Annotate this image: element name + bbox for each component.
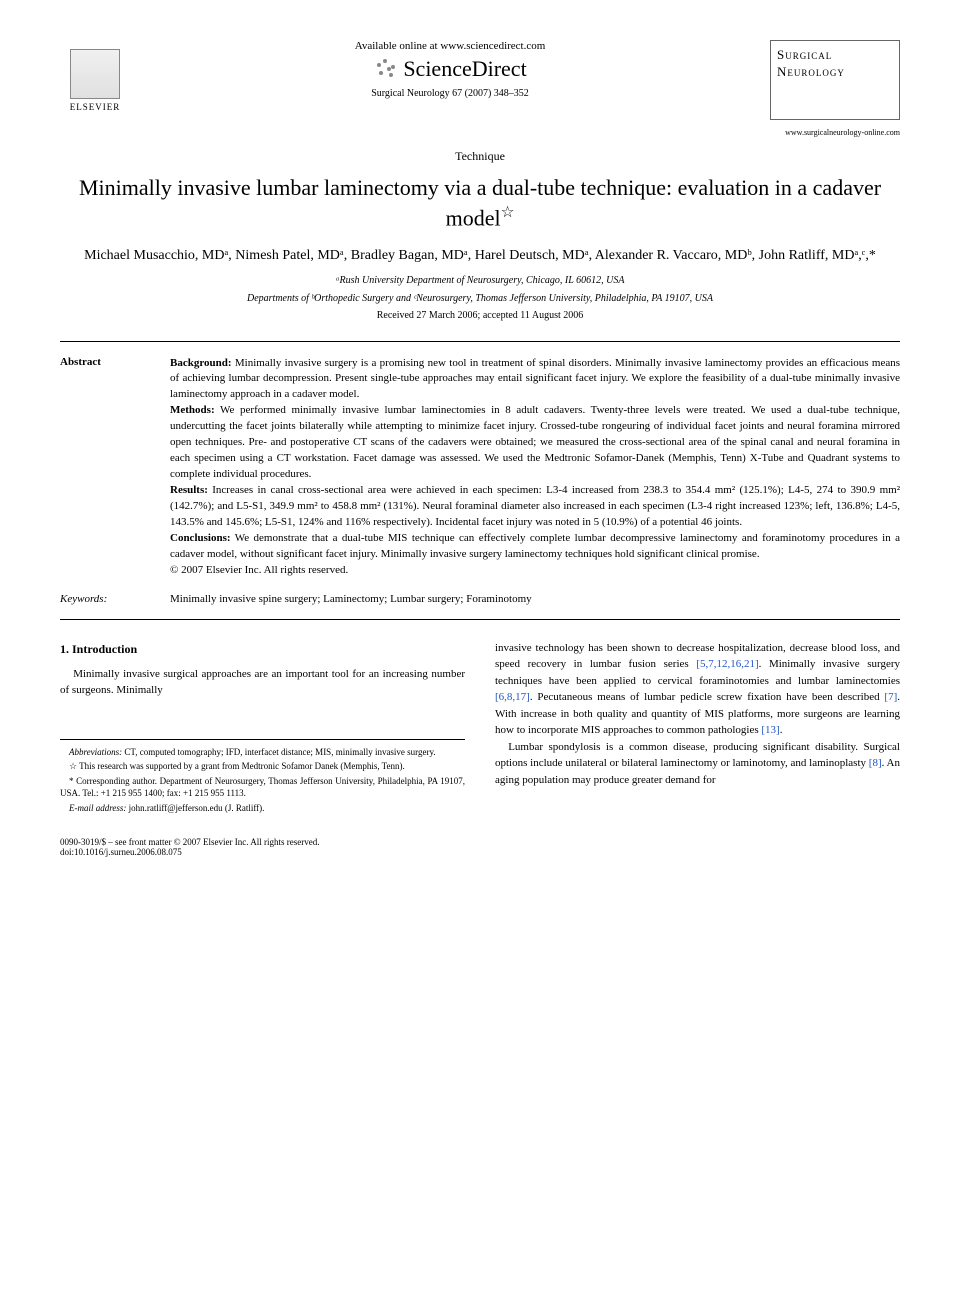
email-label: E-mail address: [69,803,126,813]
article-title-text: Minimally invasive lumbar laminectomy vi… [79,175,881,230]
article-section-label: Technique [60,149,900,164]
ref-link-4[interactable]: [13] [761,724,779,736]
body-two-column: 1. Introduction Minimally invasive surgi… [60,640,900,817]
journal-box-wrapper: Surgical Neurology www.surgicalneurology… [770,40,900,137]
footnotes-block: Abbreviations: CT, computed tomography; … [60,739,465,815]
keywords-content: Minimally invasive spine surgery; Lamine… [170,593,900,605]
authors-line: Michael Musacchio, MDᵃ, Nimesh Patel, MD… [60,245,900,266]
results-text: Increases in canal cross-sectional area … [170,484,900,528]
journal-title: Surgical Neurology [777,47,893,81]
article-dates: Received 27 March 2006; accepted 11 Augu… [60,310,900,321]
intro-right-p1: invasive technology has been shown to de… [495,640,900,739]
ref-link-1[interactable]: [5,7,12,16,21] [696,658,758,670]
affiliation-a: ᵃRush University Department of Neurosurg… [60,274,900,288]
right-column: invasive technology has been shown to de… [495,640,900,817]
background-text: Minimally invasive surgery is a promisin… [170,357,900,401]
right-p2-a: Lumbar spondylosis is a common disease, … [495,741,900,770]
left-column: 1. Introduction Minimally invasive surgi… [60,640,465,817]
available-online-text: Available online at www.sciencedirect.co… [130,40,770,52]
abstract-content: Background: Minimally invasive surgery i… [170,356,900,579]
conclusions-text: We demonstrate that a dual-tube MIS tech… [170,532,900,560]
journal-url: www.surgicalneurology-online.com [770,128,900,137]
journal-title-line1: Surgical [777,47,832,62]
abstract-block: Abstract Background: Minimally invasive … [60,356,900,579]
footer-line: 0090-3019/$ – see front matter © 2007 El… [60,837,900,857]
conclusions-label: Conclusions: [170,532,231,544]
citation-line: Surgical Neurology 67 (2007) 348–352 [130,88,770,99]
sciencedirect-logo: ScienceDirect [130,56,770,82]
footer-doi: doi:10.1016/j.surneu.2006.08.075 [60,847,320,857]
elsevier-tree-icon [70,49,120,99]
divider-top [60,341,900,342]
sciencedirect-dots-icon [373,57,397,81]
journal-title-line2: Neurology [777,64,845,79]
background-label: Background: [170,357,232,369]
intro-heading: 1. Introduction [60,640,465,658]
page-container: ELSEVIER Available online at www.science… [0,0,960,897]
right-p1-e: . [780,724,783,736]
divider-bottom [60,619,900,620]
footnote-email: E-mail address: john.ratliff@jefferson.e… [60,802,465,815]
footer-copyright: 0090-3019/$ – see front matter © 2007 El… [60,837,320,847]
footer-left: 0090-3019/$ – see front matter © 2007 El… [60,837,320,857]
abbrev-text: CT, computed tomography; IFD, interfacet… [122,747,436,757]
results-label: Results: [170,484,208,496]
affiliation-bc: Departments of ᵇOrthopedic Surgery and ᶜ… [60,292,900,306]
sciencedirect-text: ScienceDirect [403,56,526,82]
keywords-row: Keywords: Minimally invasive spine surge… [60,593,900,605]
footnote-corresponding: * Corresponding author. Department of Ne… [60,775,465,800]
email-text: john.ratliff@jefferson.edu (J. Ratliff). [126,803,264,813]
ref-link-5[interactable]: [8] [869,757,882,769]
methods-text: We performed minimally invasive lumbar l… [170,404,900,480]
methods-label: Methods: [170,404,215,416]
article-title: Minimally invasive lumbar laminectomy vi… [60,174,900,233]
ref-link-3[interactable]: [7] [884,691,897,703]
center-header: Available online at www.sciencedirect.co… [130,40,770,99]
elsevier-logo: ELSEVIER [60,40,130,120]
abstract-copyright: © 2007 Elsevier Inc. All rights reserved… [170,564,348,576]
abstract-label: Abstract [60,356,140,579]
ref-link-2[interactable]: [6,8,17] [495,691,530,703]
footnote-abbrev: Abbreviations: CT, computed tomography; … [60,746,465,759]
intro-left-p1: Minimally invasive surgical approaches a… [60,666,465,699]
intro-right-p2: Lumbar spondylosis is a common disease, … [495,739,900,789]
right-p1-c: . Pecutaneous means of lumbar pedicle sc… [530,691,885,703]
abbrev-label: Abbreviations: [69,747,122,757]
journal-box: Surgical Neurology [770,40,900,120]
keywords-label: Keywords: [60,593,140,605]
elsevier-label: ELSEVIER [70,102,121,112]
footnote-grant: ☆ This research was supported by a grant… [60,760,465,773]
header-row: ELSEVIER Available online at www.science… [60,40,900,137]
title-footnote-marker: ☆ [501,204,515,221]
